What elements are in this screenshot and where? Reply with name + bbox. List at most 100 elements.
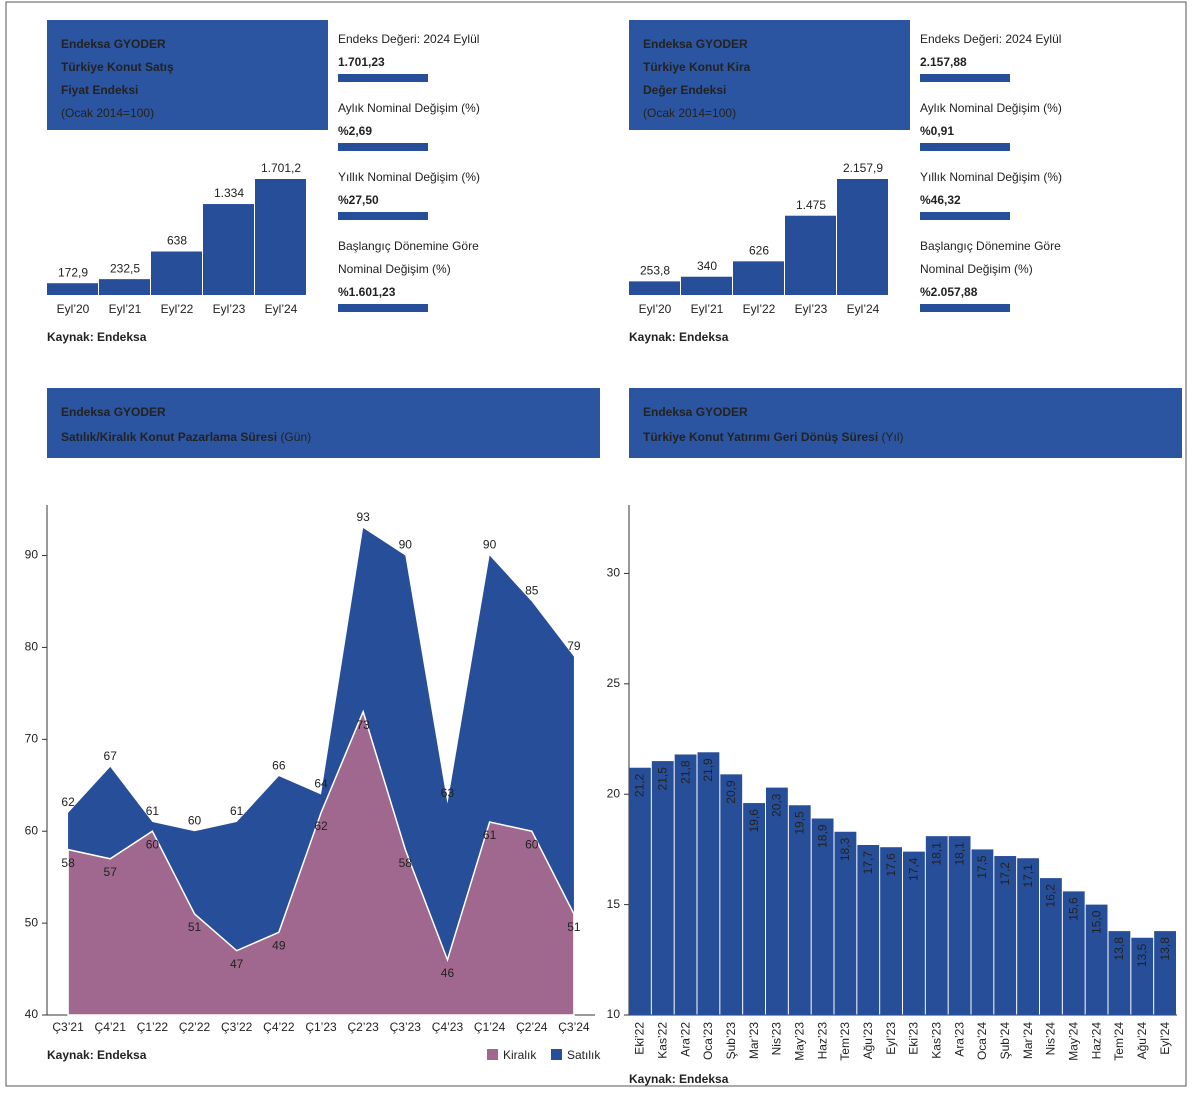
data-label: 73 [356, 718, 370, 732]
y-tick-label: 20 [607, 786, 621, 800]
stat-label: Yıllık Nominal Değişim (%) [338, 170, 480, 184]
value-label: 18,1 [929, 842, 943, 866]
x-tick-label: Ç2’22 [179, 1020, 211, 1034]
data-label: 60 [188, 813, 202, 827]
bar [766, 787, 788, 1015]
data-label: 90 [399, 538, 413, 552]
title-line: Endeksa GYODER [61, 37, 166, 51]
value-label: 17,5 [975, 855, 989, 879]
value-label: 1.701,2 [261, 161, 301, 175]
bar [733, 261, 784, 295]
stat-label: Aylık Nominal Değişim (%) [920, 101, 1062, 115]
bar [1040, 878, 1062, 1015]
stat-label: Başlangıç Dönemine Göre [920, 239, 1061, 253]
stat-label: Aylık Nominal Değişim (%) [338, 101, 480, 115]
y-tick-label: 80 [25, 640, 39, 654]
value-label: 2.157,9 [843, 161, 883, 175]
x-tick-label: Eyl’24 [847, 302, 880, 316]
value-label: 19,5 [792, 811, 806, 835]
data-label: 62 [314, 819, 328, 833]
stat-value: 1.701,23 [338, 55, 385, 69]
frame [5, 1, 1187, 1087]
bar [834, 831, 857, 1015]
stat-underline [338, 212, 428, 220]
x-tick-label: Ara’22 [678, 1022, 692, 1057]
subtitle: (Yıl) [882, 430, 904, 444]
title-line: Endeksa GYODER [643, 405, 748, 419]
bar [99, 279, 150, 295]
bar [1017, 858, 1039, 1015]
stat-underline [920, 74, 1010, 82]
x-tick-label: Eyl’23 [213, 302, 246, 316]
bar [971, 849, 994, 1015]
stat-value: %46,32 [920, 193, 961, 207]
x-tick-label: Eyl’21 [109, 302, 142, 316]
bar [151, 251, 202, 295]
stat-underline [920, 143, 1010, 151]
bar [1062, 891, 1085, 1015]
source: Kaynak: Endeksa [47, 330, 147, 344]
value-label: 21,2 [633, 773, 647, 797]
x-tick-label: Ç3’22 [221, 1020, 253, 1034]
source: Kaynak: Endeksa [629, 330, 729, 344]
value-label: 17,2 [998, 862, 1012, 886]
value-label: 17,7 [861, 851, 875, 875]
stat-label: Yıllık Nominal Değişim (%) [920, 170, 1062, 184]
title-line: Fiyat Endeksi [61, 83, 138, 97]
data-label: 61 [483, 828, 497, 842]
x-tick-label: Haz’24 [1089, 1022, 1103, 1060]
value-label: 17,1 [1021, 864, 1035, 888]
bar [697, 752, 720, 1015]
value-label: 1.475 [796, 198, 826, 212]
x-tick-label: Oca’23 [701, 1022, 715, 1060]
title-text: Endeksa GYODER [643, 405, 748, 419]
x-tick-label: Nis’24 [1044, 1022, 1058, 1056]
x-tick-label: Ç4’23 [432, 1020, 464, 1034]
value-label: 18,9 [815, 824, 829, 848]
x-tick-label: Eki’22 [633, 1022, 647, 1055]
x-tick-label: May’24 [1066, 1022, 1080, 1061]
stat-underline [338, 304, 428, 312]
x-tick-label: Eyl’20 [639, 302, 672, 316]
x-tick-label: Haz’23 [815, 1022, 829, 1060]
data-label: 90 [483, 538, 497, 552]
x-tick-label: Ağu’23 [861, 1022, 875, 1060]
x-tick-label: Ara’23 [952, 1022, 966, 1057]
value-label: 15,0 [1089, 910, 1103, 934]
y-tick-label: 70 [25, 731, 39, 745]
bar [903, 851, 925, 1015]
x-tick-label: Kas’23 [929, 1022, 943, 1059]
y-tick-label: 40 [25, 1007, 39, 1021]
bar [47, 283, 98, 295]
y-tick-label: 15 [607, 897, 621, 911]
x-tick-label: Ç2’24 [516, 1020, 548, 1034]
x-tick-label: Şub’23 [724, 1022, 738, 1060]
x-tick-label: Ç4’22 [263, 1020, 295, 1034]
value-label: 21,5 [655, 767, 669, 791]
bar [785, 215, 836, 295]
x-tick-label: Mar’23 [747, 1022, 761, 1059]
title-line: Satılık/Kiralık Konut Pazarlama Süresi (… [61, 430, 311, 444]
value-label: 13,8 [1158, 937, 1172, 961]
title-line: Türkiye Konut Satış [61, 60, 174, 74]
stat-label: Nominal Değişim (%) [338, 262, 451, 276]
y-tick-label: 90 [25, 548, 39, 562]
area [67, 709, 575, 1016]
value-label: 19,6 [747, 809, 761, 833]
bar [1131, 937, 1154, 1015]
bar [674, 754, 697, 1015]
title-line: Türkiye Konut Kira [643, 60, 751, 74]
value-label: 253,8 [640, 264, 670, 278]
value-label: 13,5 [1135, 943, 1149, 967]
value-label: 18,1 [952, 842, 966, 866]
x-tick-label: Nis’23 [770, 1022, 784, 1056]
x-tick-label: Ç3’24 [558, 1020, 590, 1034]
bar [743, 803, 765, 1015]
subtitle: (Gün) [280, 430, 311, 444]
value-label: 21,9 [701, 758, 715, 782]
data-label: 64 [314, 777, 328, 791]
data-label: 49 [272, 938, 286, 952]
bar [811, 818, 834, 1015]
data-label: 93 [356, 510, 370, 524]
title-line: Endeksa GYODER [643, 37, 748, 51]
